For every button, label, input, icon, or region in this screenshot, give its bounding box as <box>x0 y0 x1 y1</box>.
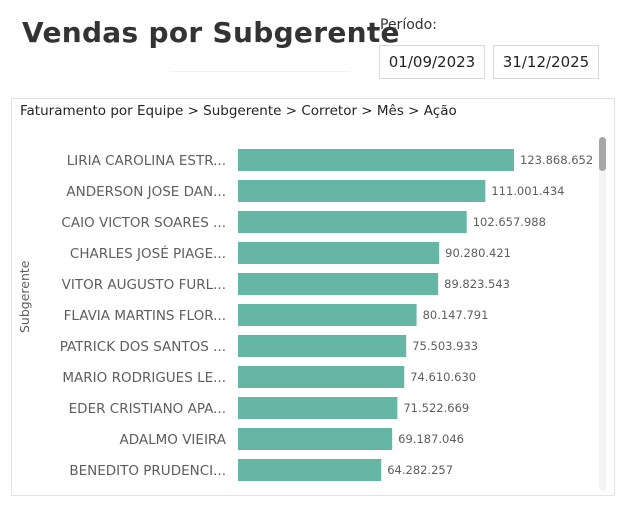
period-label: Período: <box>380 17 437 33</box>
bar[interactable] <box>238 180 486 202</box>
category-label: MARIO RODRIGUES LE... <box>62 370 226 386</box>
bar[interactable] <box>238 397 398 419</box>
bar[interactable] <box>238 428 393 450</box>
category-label: CHARLES JOSÉ PIAGE... <box>70 245 226 262</box>
title-divider <box>170 71 350 72</box>
scrollbar[interactable] <box>599 137 606 491</box>
bar-chart-visual: Faturamento por Equipe > Subgerente > Co… <box>11 98 615 496</box>
bar[interactable] <box>238 335 407 357</box>
category-label: CAIO VICTOR SOARES ... <box>61 215 226 231</box>
scrollbar-thumb[interactable] <box>599 137 606 171</box>
value-label: 64.282.257 <box>387 463 453 477</box>
bar[interactable] <box>238 273 439 295</box>
page-title: Vendas por Subgerente <box>22 16 400 49</box>
bar-chart: LIRIA CAROLINA ESTR... 123.868.652 ANDERSO… <box>60 149 593 481</box>
value-label: 123.868.652 <box>520 153 593 167</box>
category-label: FLAVIA MARTINS FLOR... <box>64 308 226 324</box>
value-label: 71.522.669 <box>403 401 469 415</box>
category-label: PATRICK DOS SANTOS ... <box>60 339 226 355</box>
bar[interactable] <box>238 304 417 326</box>
value-label: 80.147.791 <box>423 308 489 322</box>
value-label: 74.610.630 <box>410 370 476 384</box>
bar[interactable] <box>238 242 440 264</box>
category-label: VITOR AUGUSTO FURL... <box>62 277 226 293</box>
value-label: 69.187.046 <box>398 432 464 446</box>
category-label: EDER CRISTIANO APA... <box>69 401 226 417</box>
value-label: 89.823.543 <box>444 277 510 291</box>
category-label: LIRIA CAROLINA ESTR... <box>67 153 226 169</box>
drill-breadcrumb: Faturamento por Equipe > Subgerente > Co… <box>20 103 457 119</box>
bar[interactable] <box>238 366 405 388</box>
value-label: 111.001.434 <box>491 184 564 198</box>
bar[interactable] <box>238 149 514 171</box>
category-label: ANDERSON JOSE DAN... <box>66 184 226 200</box>
category-label: ADALMO VIEIRA <box>119 432 226 448</box>
value-label: 102.657.988 <box>473 215 546 229</box>
bar[interactable] <box>238 211 467 233</box>
category-label: BENEDITO PRUDENCI... <box>69 463 226 479</box>
value-label: 75.503.933 <box>412 339 478 353</box>
end-date-field[interactable]: 31/12/2025 <box>493 45 599 79</box>
bar[interactable] <box>238 459 382 481</box>
start-date-field[interactable]: 01/09/2023 <box>379 45 485 79</box>
value-label: 90.280.421 <box>445 246 511 260</box>
